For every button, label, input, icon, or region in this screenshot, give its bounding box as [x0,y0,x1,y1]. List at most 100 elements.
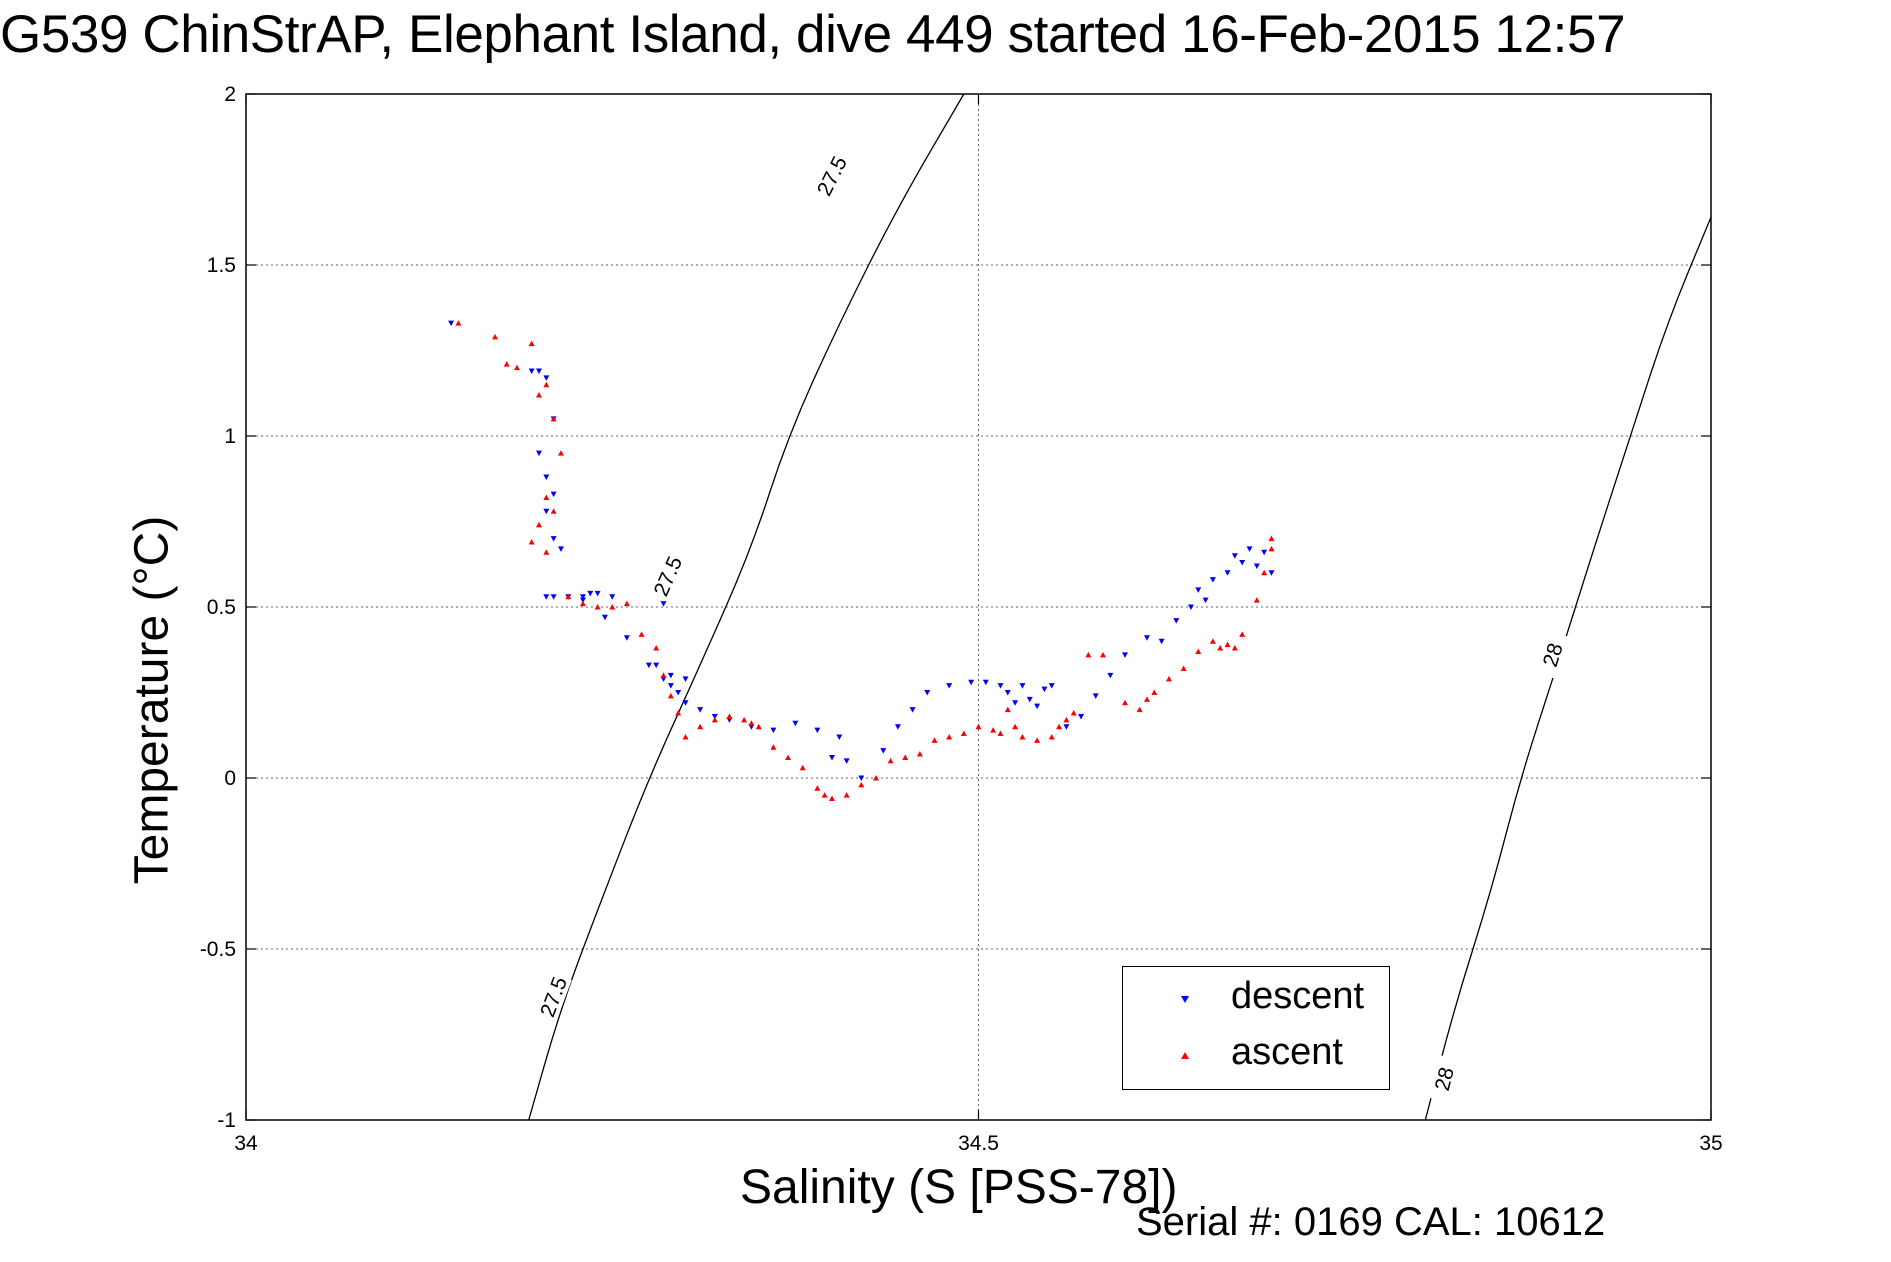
descent-point [1122,652,1128,658]
descent-point [1239,560,1246,566]
y-tick-label: 1.5 [207,254,236,277]
series-descent [448,320,1275,781]
ascent-point [1100,651,1107,658]
descent-point [1048,683,1055,689]
ascent-point [528,539,535,545]
ascent-point [770,744,777,750]
descent-point [675,690,682,696]
ascent-point [536,521,542,528]
ascent-point [536,391,542,398]
descent-point [1173,618,1180,624]
descent-point [550,594,557,600]
x-tick-label: 34 [234,1132,258,1155]
ascent-point [1019,733,1026,740]
ascent-point [1195,648,1202,654]
descent-point [601,614,608,621]
ascent-point [1151,689,1158,695]
chart-title: G539 ChinStrAP, Elephant Island, dive 44… [0,5,1626,64]
descent-point [1246,546,1253,552]
descent-point [536,450,542,457]
descent-point [587,590,594,597]
series-ascent [455,320,1275,802]
ascent-point [1063,716,1070,723]
descent-point [1143,635,1150,641]
ascent-point [785,754,792,760]
ascent-point [799,764,806,771]
ascent-point [667,692,674,699]
x-tick-label: 34.5 [958,1132,999,1155]
ascent-point [675,710,682,716]
ascent-point [514,364,521,371]
descent-point [645,662,652,669]
ascent-point [1217,645,1224,651]
ascent-point [1253,597,1260,603]
ascent-point [726,713,733,719]
ascent-point [741,716,748,723]
descent-point [829,754,835,761]
descent-point [1092,693,1099,699]
descent-point [543,474,550,481]
contour-label-28: 28 [1431,1065,1459,1093]
descent-point [579,594,586,600]
ascent-point [1070,710,1077,716]
y-tick-label: 2 [224,83,236,106]
ascent-point [543,549,550,555]
ascent-point [697,723,704,730]
legend-entry-descent: descent [1123,971,1389,1027]
descent-point [1224,570,1231,576]
descent-point [894,724,901,730]
descent-point [1231,553,1238,559]
ascent-point [455,320,462,326]
ascent-point [1136,706,1143,713]
ascent-point [557,450,564,456]
descent-point [623,635,630,641]
descent-point [792,720,799,727]
legend: descent ascent [1122,966,1390,1090]
legend-entry-ascent: ascent [1123,1027,1389,1083]
ascent-point [1048,733,1055,740]
y-tick-label: -1 [217,1109,236,1132]
contour-label-background [1428,1054,1461,1104]
ascent-point [902,754,909,760]
ascent-point [543,494,550,501]
descent-point [682,676,689,682]
ascent-point [543,381,550,388]
descent-point [550,491,557,498]
contour-label-background [535,972,572,1022]
ascent-point [1268,545,1275,552]
descent-point [594,590,601,597]
ascent-point [1261,569,1268,576]
ascent-point [1180,665,1187,672]
descent-point [1253,563,1260,569]
ascent-point [711,716,718,723]
descent-point [1187,604,1194,610]
ascent-point [1085,651,1092,658]
descent-point [1195,587,1202,593]
contour-label-background [812,151,852,201]
ascent-point [975,723,982,730]
descent-point [1202,597,1209,604]
ascent-point [843,792,850,798]
ascent-point [594,604,601,610]
ascent-point [1122,699,1128,706]
descent-point [997,683,1004,689]
descent-point [836,734,843,740]
ascent-point [748,720,755,726]
ascent-point [829,795,835,802]
descent-point [653,662,660,669]
descent-point [1019,683,1026,689]
ascent-point [660,672,667,678]
ascent-point [623,600,630,607]
ascent-point [1224,641,1231,648]
ascent-point [609,604,616,610]
ascent-point [492,333,499,340]
descent-point [968,679,975,686]
descent-point [660,601,667,607]
descent-point [982,679,989,686]
serial-number-note: Serial #: 0169 CAL: 10612 [1136,1200,1606,1244]
ascent-point [682,733,689,740]
descent-point [550,536,557,542]
ascent-point [579,600,586,607]
